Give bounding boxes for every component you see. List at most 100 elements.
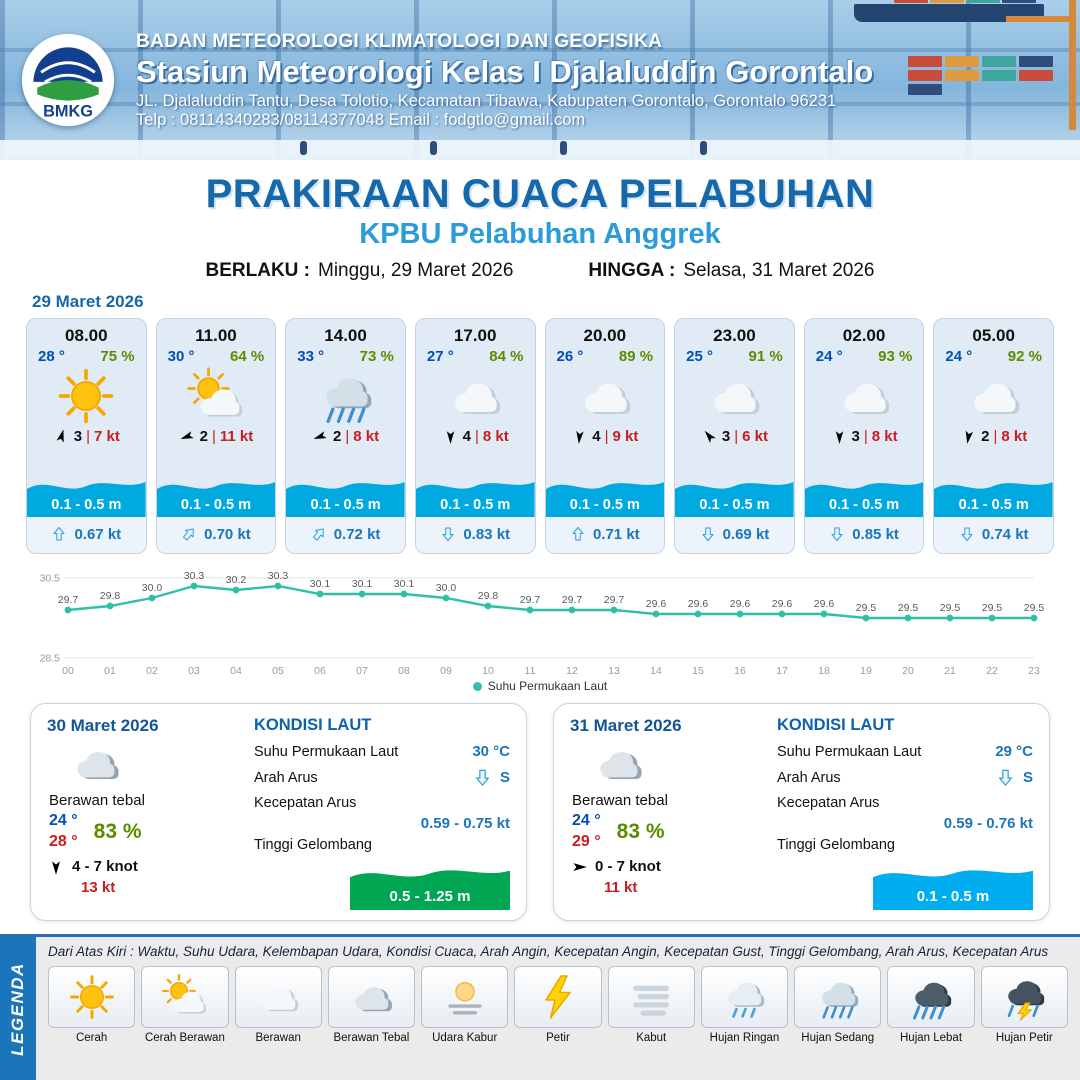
- wind-direction-icon: [310, 426, 332, 448]
- separator: |: [863, 428, 868, 445]
- legend-item-berawan-tebal: Berawan Tebal: [327, 966, 416, 1044]
- wave-height-band: 0.1 - 0.5 m: [157, 473, 276, 517]
- wind-row: 3 | 8 kt: [831, 428, 898, 445]
- wind-value: 3: [73, 428, 83, 445]
- svg-text:17: 17: [776, 665, 788, 677]
- current-row: 0.67 kt: [27, 517, 146, 553]
- hourly-humidity: 91 %: [748, 348, 783, 365]
- sea-conditions-title: KONDISI LAUT: [777, 716, 895, 734]
- wave-height-value: 0.5 - 1.25 m: [389, 888, 471, 905]
- agency-name: BADAN METEOROLOGI KLIMATOLOGI DAN GEOFIS…: [136, 30, 663, 52]
- hourly-humidity: 93 %: [878, 348, 913, 365]
- separator: |: [734, 428, 739, 445]
- sst-label: Suhu Permukaan Laut: [254, 743, 399, 760]
- hujan-sedang-icon: [814, 973, 862, 1021]
- wind-value: 4: [592, 428, 601, 445]
- daily-humidity: 83 %: [616, 819, 665, 843]
- daily-gust: 11 kt: [604, 878, 638, 896]
- svg-text:29.7: 29.7: [520, 594, 541, 606]
- wave-height-band: 0.1 - 0.5 m: [27, 473, 146, 517]
- svg-text:30.3: 30.3: [184, 570, 205, 582]
- svg-text:15: 15: [692, 665, 704, 677]
- bmkg-logo-text: BMKG: [43, 102, 93, 120]
- separator: |: [474, 428, 479, 445]
- svg-text:30.0: 30.0: [436, 582, 457, 594]
- bmkg-logo: BMKG: [18, 32, 118, 128]
- hourly-card-0800: 08.00 28 ° 75 % 3 | 7 kt 0.1 - 0.5 m 0.67…: [26, 318, 147, 554]
- legend-item-label: Berawan Tebal: [333, 1032, 410, 1044]
- person-illustration: [430, 141, 437, 155]
- separator: |: [345, 428, 350, 445]
- person-illustration: [560, 141, 567, 155]
- wind-row: 2 | 8 kt: [960, 428, 1027, 445]
- hourly-humidity: 84 %: [489, 348, 524, 365]
- current-speed: 0.83 kt: [463, 525, 511, 543]
- wave-height: 0.1 - 0.5 m: [180, 497, 251, 513]
- daily-date: 31 Maret 2026: [570, 716, 682, 735]
- legend-item-cerah-berawan: Cerah Berawan: [141, 966, 229, 1044]
- current-row: 0.74 kt: [934, 517, 1053, 553]
- svg-text:29.8: 29.8: [478, 590, 499, 602]
- wind-speed: 8 kt: [1001, 428, 1028, 445]
- berlaku-value: Minggu, 29 Maret 2026: [318, 260, 514, 281]
- wind-direction-icon: [831, 428, 848, 445]
- current-speed: 0.74 kt: [981, 525, 1029, 543]
- daily-wind-range: 0 - 7 knot: [595, 858, 661, 876]
- legend-item-hujan-sedang: Hujan Sedang: [794, 966, 882, 1044]
- hourly-time: 08.00: [65, 326, 108, 345]
- hourly-time: 23.00: [713, 326, 756, 345]
- wind-value: 4: [462, 428, 471, 445]
- wave-height: 0.1 - 0.5 m: [829, 497, 900, 513]
- daily-temp-min: 24 °: [572, 812, 601, 829]
- wind-row: 3 | 7 kt: [53, 428, 120, 445]
- wave-height-band: 0.1 - 0.5 m: [805, 473, 924, 517]
- daily-gust: 13 kt: [81, 878, 116, 896]
- current-direction-icon: [177, 521, 202, 547]
- legend-strip: LEGENDA Dari Atas Kiri : Waktu, Suhu Uda…: [0, 934, 1080, 1080]
- legend-item-label: Cerah Berawan: [144, 1032, 225, 1044]
- svg-text:14: 14: [650, 665, 662, 677]
- legend-title: LEGENDA: [8, 961, 27, 1056]
- wave-height: 0.1 - 0.5 m: [569, 497, 640, 513]
- wind-speed: 7 kt: [94, 428, 120, 445]
- svg-text:06: 06: [314, 665, 326, 677]
- hingga-value: Selasa, 31 Maret 2026: [683, 260, 875, 281]
- hourly-time: 17.00: [453, 326, 497, 345]
- validity-from: BERLAKU : Minggu, 29 Maret 2026: [206, 260, 514, 282]
- current-row: 0.72 kt: [286, 517, 405, 553]
- wave-height: 0.1 - 0.5 m: [440, 497, 511, 513]
- hourly-card-1400: 14.00 33 ° 73 % 2 | 8 kt 0.1 - 0.5 m 0.72…: [285, 318, 406, 554]
- hourly-temp: 25 °: [686, 348, 713, 365]
- hujan-petir-icon: [1000, 973, 1048, 1021]
- svg-text:02: 02: [146, 665, 158, 677]
- svg-text:07: 07: [356, 665, 368, 677]
- current-direction-icon: [829, 524, 845, 544]
- floor-illustration: [0, 140, 1080, 160]
- page-title: PRAKIRAAN CUACA PELABUHAN: [205, 172, 875, 216]
- current-speed-value: 0.59 - 0.76 kt: [943, 815, 1033, 832]
- wind-direction-icon: [571, 427, 589, 445]
- validity-to: HINGGA : Selasa, 31 Maret 2026: [588, 260, 874, 282]
- person-illustration: [700, 141, 707, 155]
- port-illustration: [0, 0, 1080, 160]
- wave-height: 0.1 - 0.5 m: [699, 497, 770, 513]
- current-speed-value: 0.59 - 0.75 kt: [420, 815, 510, 832]
- person-illustration: [300, 141, 307, 155]
- wave-height-value: 0.1 - 0.5 m: [916, 888, 990, 905]
- hourly-temp: 24 °: [815, 348, 843, 365]
- wave-shape: [873, 870, 1033, 910]
- sst-value: 29 °C: [995, 743, 1033, 760]
- hujan-lebat-icon: [907, 973, 955, 1021]
- ship-illustration: [854, 4, 1044, 22]
- wind-speed: 8 kt: [353, 428, 380, 445]
- legend-note: Dari Atas Kiri : Waktu, Suhu Udara, Kele…: [48, 944, 1049, 959]
- header: BMKG BADAN METEOROLOGI KLIMATOLOGI DAN G…: [0, 0, 1080, 160]
- weather-icon-berawan: [832, 366, 896, 426]
- svg-text:11: 11: [525, 665, 536, 677]
- hourly-time: 14.00: [324, 326, 367, 345]
- svg-text:29.7: 29.7: [562, 594, 583, 606]
- current-direction-label: Arah Arus: [777, 769, 841, 786]
- wind-direction-icon: [570, 858, 588, 876]
- svg-text:29.5: 29.5: [940, 602, 961, 614]
- ship-cargo-illustration: [894, 0, 1036, 3]
